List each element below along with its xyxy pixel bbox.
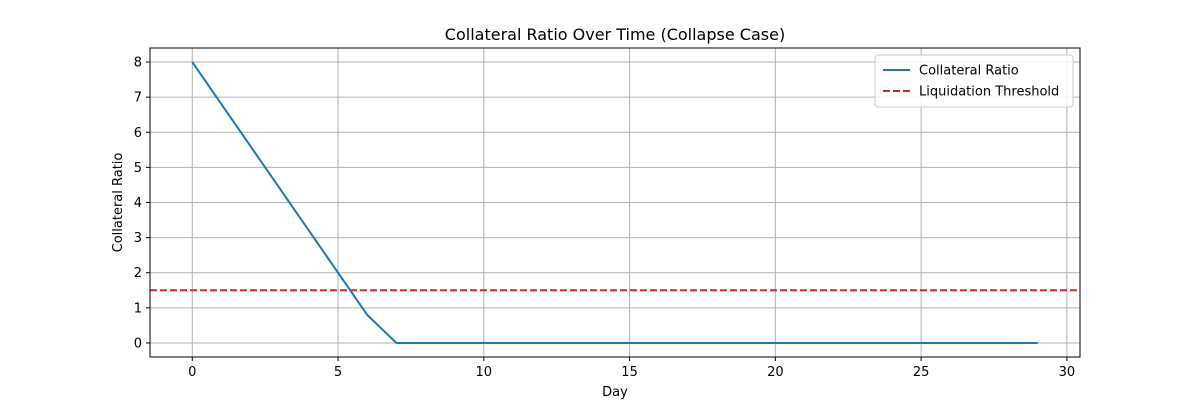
y-tick-label: 0 (134, 336, 142, 351)
x-tick-label: 30 (1059, 365, 1076, 380)
x-tick-label: 15 (621, 365, 638, 380)
y-tick-label: 7 (134, 91, 142, 106)
x-tick-label: 20 (767, 365, 784, 380)
x-tick-label: 10 (476, 365, 493, 380)
legend-box (874, 54, 1074, 108)
y-tick-label: 5 (134, 161, 142, 176)
y-tick-label: 4 (134, 196, 142, 211)
y-tick-label: 3 (134, 231, 142, 246)
y-tick-label: 1 (134, 301, 142, 316)
y-axis-label: Collateral Ratio (111, 153, 126, 253)
legend-label: Liquidation Threshold (919, 85, 1059, 100)
series-layer (191, 61, 1038, 344)
y-tick-label: 8 (134, 56, 142, 71)
x-tick-label: 5 (334, 365, 342, 380)
y-tick-label: 2 (134, 266, 142, 281)
chart-title: Collateral Ratio Over Time (Collapse Cas… (445, 25, 785, 44)
collateral-ratio-line (191, 61, 1038, 344)
x-axis-label: Day (602, 385, 628, 400)
x-tick-label: 0 (188, 365, 196, 380)
legend: Collateral Ratio Liquidation Threshold (874, 54, 1074, 108)
legend-label: Collateral Ratio (919, 64, 1019, 79)
y-axis-ticks: 0 1 2 3 4 5 6 7 8 (134, 56, 150, 351)
x-tick-label: 25 (913, 365, 930, 380)
y-tick-label: 6 (134, 126, 142, 141)
x-axis-ticks: 0 5 10 15 20 25 30 (188, 357, 1075, 380)
